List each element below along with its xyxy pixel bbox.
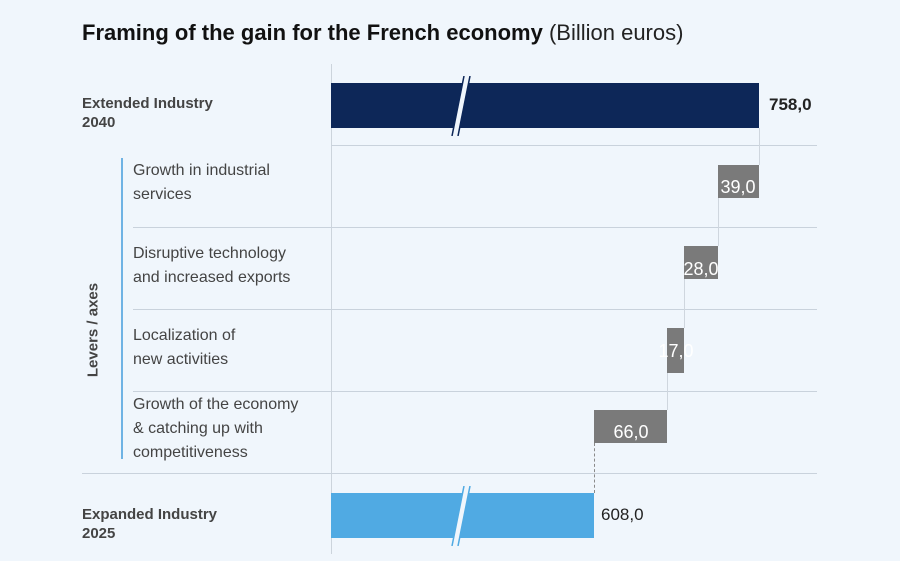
lever-label-line: & catching up with <box>133 420 263 437</box>
step-connector <box>684 279 685 328</box>
step-connector <box>594 443 595 493</box>
axis-break-marker <box>451 76 471 136</box>
value-label-industrial-services: 39,0 <box>720 177 756 197</box>
lever-label-line: new activities <box>133 351 229 368</box>
row-separator <box>133 391 817 392</box>
step-connector <box>667 373 668 410</box>
lever-label-line: and increased exports <box>133 269 291 286</box>
value-label-extended-industry-2040: 758,0 <box>769 95 812 114</box>
lever-label-economy-growth: Growth of the economy & catching up with… <box>133 393 333 465</box>
value-label-economy-growth: 66,0 <box>613 422 649 442</box>
row-label-expanded-industry-2025: Expanded Industry 2025 <box>82 505 302 543</box>
lever-label-line: Growth of the economy <box>133 396 299 413</box>
row-label-extended-industry-2040: Extended Industry 2040 <box>82 94 302 132</box>
row-separator <box>133 309 817 310</box>
row-label-line: 2025 <box>82 525 116 542</box>
value-label-disruptive-technology: 28,0 <box>683 259 719 279</box>
lever-label-localization: Localization of new activities <box>133 324 333 372</box>
bar-extended-industry-2040 <box>331 83 759 128</box>
value-label-expanded-industry-2025: 608,0 <box>601 505 644 524</box>
bar-lever-economy-growth <box>594 410 667 443</box>
row-label-line: 2040 <box>82 114 116 131</box>
value-label-localization: 17,0 <box>658 341 694 361</box>
chart-title-main: Framing of the gain for the French econo… <box>82 20 543 45</box>
axis-break-marker <box>451 486 471 546</box>
lever-label-line: competitiveness <box>133 444 248 461</box>
lever-label-line: Disruptive technology <box>133 245 286 262</box>
row-separator <box>331 145 817 146</box>
row-label-line: Expanded Industry <box>82 506 218 523</box>
bar-lever-industrial-services <box>718 165 759 198</box>
bar-lever-localization <box>667 328 684 373</box>
lever-label-line: Localization of <box>133 327 236 344</box>
step-connector <box>759 128 760 165</box>
lever-label-line: Growth in industrial <box>133 162 270 179</box>
step-connector <box>718 198 719 246</box>
lever-label-industrial-services: Growth in industrial services <box>133 159 333 207</box>
lever-label-disruptive-technology: Disruptive technology and increased expo… <box>133 242 333 290</box>
chart-title-unit: (Billion euros) <box>548 20 684 45</box>
chart-title: Framing of the gain for the French econo… <box>82 18 683 48</box>
lever-label-line: services <box>133 186 192 203</box>
bar-lever-disruptive-technology <box>684 246 718 279</box>
levers-axis-label: Levers / axes <box>84 282 102 378</box>
levers-bracket <box>121 158 123 459</box>
row-separator <box>82 473 817 474</box>
row-label-line: Extended Industry <box>82 95 213 112</box>
row-separator <box>133 227 817 228</box>
